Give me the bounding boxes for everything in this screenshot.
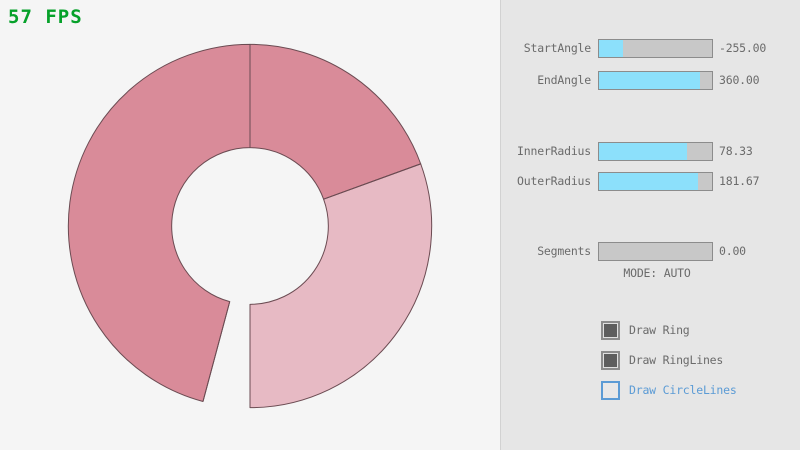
slider-label-outer-radius: OuterRadius	[517, 174, 591, 188]
donut-ring-line-1	[202, 301, 231, 402]
slider-row-segments: Segments 0.00	[501, 241, 800, 261]
slider-row-inner-radius: InnerRadius 78.33	[501, 141, 800, 161]
slider-value-outer-radius: 181.67	[719, 174, 760, 188]
slider-value-start-angle: -255.00	[719, 41, 767, 55]
slider-row-end-angle: EndAngle 360.00	[501, 70, 800, 90]
render-canvas[interactable]: 57 FPS	[0, 0, 500, 450]
slider-label-segments: Segments	[537, 244, 591, 258]
donut-slice-3	[249, 163, 433, 409]
checkbox-draw-circle-lines[interactable]: Draw CircleLines	[601, 380, 737, 400]
donut-slice-2	[249, 43, 422, 200]
donut-slice-group	[67, 43, 433, 409]
slider-fill-outer-radius	[599, 172, 699, 190]
checkbox-box-draw-ring-lines[interactable]	[601, 350, 620, 370]
slider-value-end-angle: 360.00	[719, 73, 760, 87]
slider-fill-end-angle	[599, 71, 700, 89]
checkbox-label-draw-ring-lines: Draw RingLines	[629, 353, 724, 367]
slider-label-end-angle: EndAngle	[537, 73, 591, 87]
checkbox-box-draw-ring[interactable]	[601, 320, 620, 340]
slider-label-start-angle: StartAngle	[523, 41, 591, 55]
checkbox-label-draw-ring: Draw Ring	[629, 323, 690, 337]
donut-chart	[67, 43, 433, 409]
slider-segments[interactable]	[598, 241, 713, 261]
slider-value-inner-radius: 78.33	[719, 144, 753, 158]
slider-fill-start-angle	[599, 39, 623, 57]
donut-divider-lines	[202, 44, 421, 408]
slider-row-outer-radius: OuterRadius 181.67	[501, 171, 800, 191]
slider-end-angle[interactable]	[598, 70, 713, 90]
slider-value-segments: 0.00	[719, 244, 746, 258]
slider-row-start-angle: StartAngle -255.00	[501, 38, 800, 58]
slider-start-angle[interactable]	[598, 38, 713, 58]
control-panel: StartAngle -255.00 EndAngle 360.00 InnerRadi…	[500, 0, 800, 450]
slider-inner-radius[interactable]	[598, 141, 713, 161]
checkbox-draw-ring-lines[interactable]: Draw RingLines	[601, 350, 723, 370]
fps-counter: 57 FPS	[8, 6, 83, 28]
donut-ring-line-3	[323, 163, 421, 200]
checkbox-label-draw-circle-lines: Draw CircleLines	[629, 383, 737, 397]
mode-status-text: MODE: AUTO	[623, 266, 691, 280]
checkbox-draw-ring[interactable]: Draw Ring	[601, 320, 690, 340]
slider-label-inner-radius: InnerRadius	[517, 144, 591, 158]
donut-slice-1	[67, 43, 251, 402]
slider-outer-radius[interactable]	[598, 171, 713, 191]
slider-fill-inner-radius	[599, 142, 688, 160]
checkbox-box-draw-circle-lines[interactable]	[601, 380, 620, 400]
